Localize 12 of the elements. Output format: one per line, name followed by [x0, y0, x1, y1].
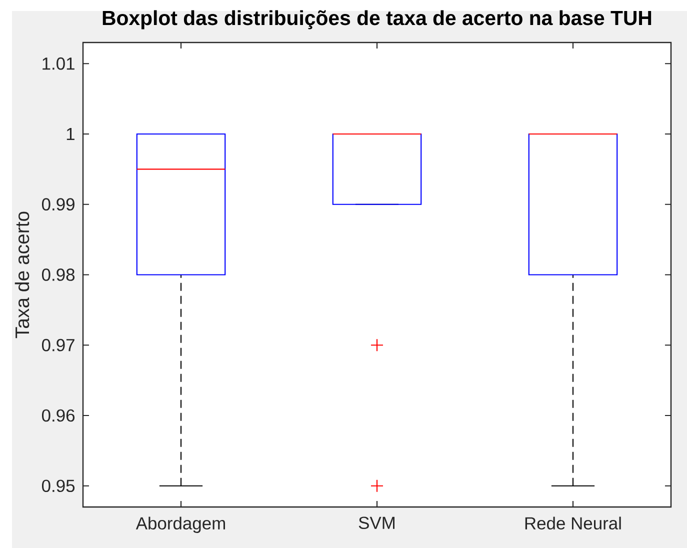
y-tick-label: 0.97: [42, 338, 74, 352]
y-tick-label: 1: [66, 128, 74, 140]
x-tick-label: SVM: [358, 516, 394, 530]
y-tick-label: 1.01: [42, 57, 74, 70]
y-tick-label: 0.99: [42, 198, 74, 211]
y-tick-label: 0.98: [42, 268, 75, 281]
y-tick-label: 0.96: [42, 409, 75, 422]
x-tick-label: Rede Neural: [525, 516, 621, 530]
y-axis-title: Taxa de acerto: [14, 212, 30, 338]
chart-title: Boxplot das distribuições de taxa de acerto na base TUH: [102, 10, 652, 30]
x-tick-label: Abordagem: [136, 516, 225, 533]
y-tick-label: 0.95: [42, 480, 75, 492]
